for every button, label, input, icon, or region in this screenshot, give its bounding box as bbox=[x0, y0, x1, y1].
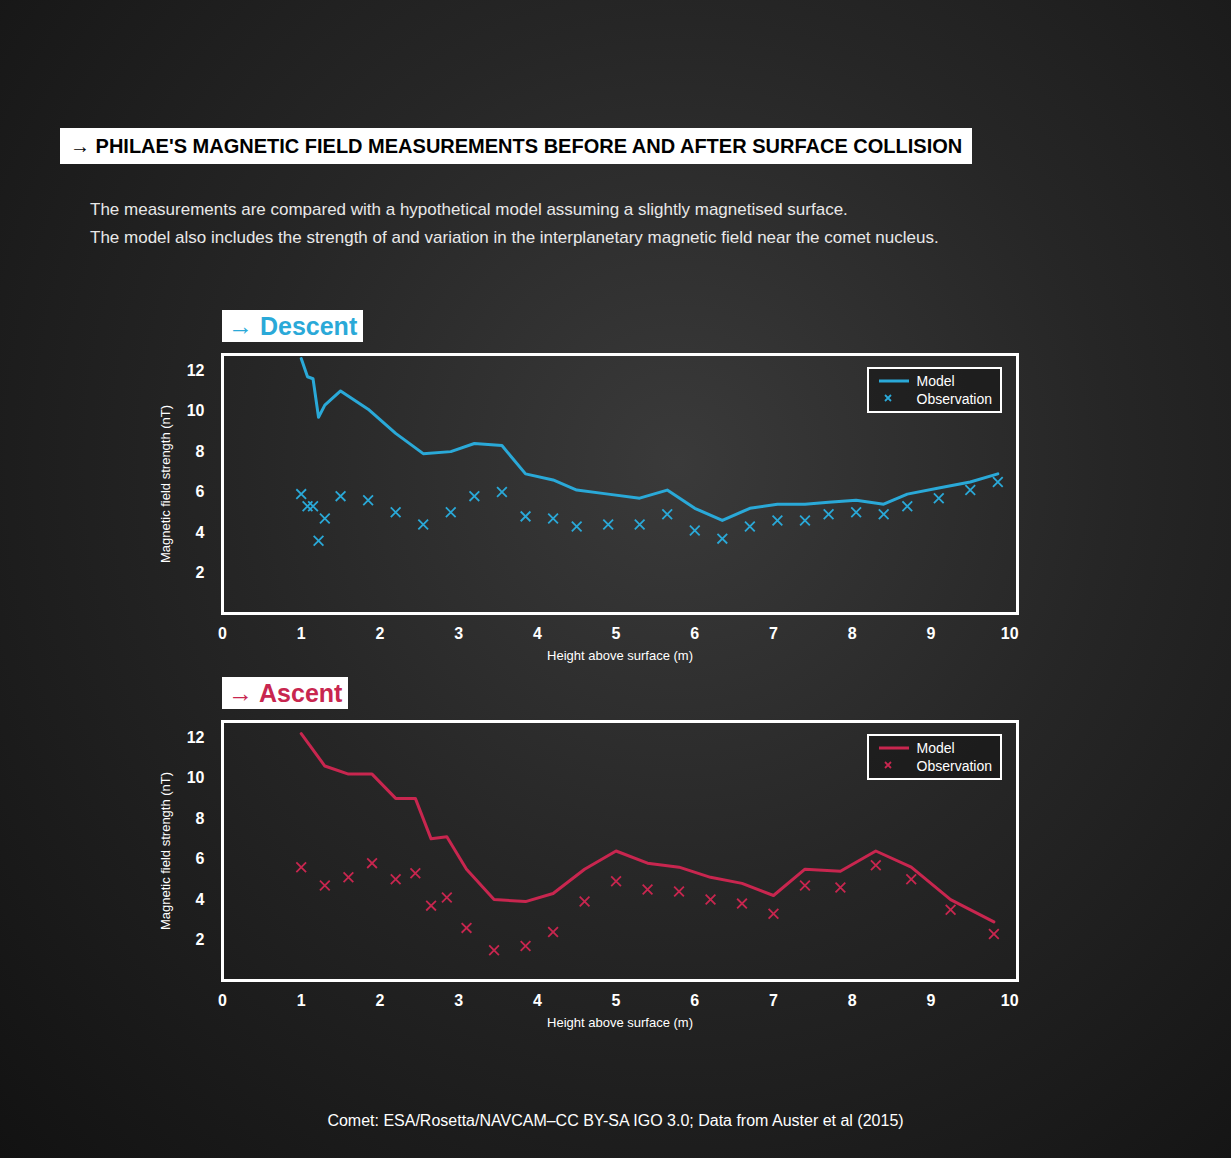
svg-text:4: 4 bbox=[533, 992, 542, 1009]
html-text:Model: Model bbox=[916, 373, 955, 389]
svg-text:3: 3 bbox=[454, 625, 463, 642]
html-text:Observation: Observation bbox=[916, 391, 992, 407]
svg-text:8: 8 bbox=[848, 625, 857, 642]
svg-text:12: 12 bbox=[187, 362, 205, 379]
svg-text:5: 5 bbox=[612, 992, 621, 1009]
svg-text:4: 4 bbox=[196, 524, 205, 541]
svg-text:1: 1 bbox=[297, 625, 306, 642]
svg-text:2: 2 bbox=[375, 625, 384, 642]
svg-text:0: 0 bbox=[218, 992, 227, 1009]
svg-text:Magnetic field strength (nT): Magnetic field strength (nT) bbox=[158, 772, 173, 930]
svg-text:10: 10 bbox=[187, 769, 205, 786]
html-text:→ PHILAE'S MAGNETIC FIELD MEAS: → PHILAE'S MAGNETIC FIELD MEASUREMENTS B… bbox=[70, 135, 963, 157]
svg-text:10: 10 bbox=[1001, 992, 1019, 1009]
svg-text:6: 6 bbox=[196, 483, 205, 500]
svg-text:Height above surface (m): Height above surface (m) bbox=[547, 648, 693, 663]
svg-text:8: 8 bbox=[196, 810, 205, 827]
html-text:Model: Model bbox=[916, 740, 955, 756]
svg-text:8: 8 bbox=[848, 992, 857, 1009]
svg-text:2: 2 bbox=[196, 931, 205, 948]
html-text:→ Descent: → Descent bbox=[228, 312, 358, 340]
svg-text:2: 2 bbox=[196, 564, 205, 581]
svg-text:10: 10 bbox=[187, 402, 205, 419]
svg-text:2: 2 bbox=[375, 992, 384, 1009]
html-text:Comet: ESA/Rosetta/NAVCAM–CC B: Comet: ESA/Rosetta/NAVCAM–CC BY-SA IGO 3… bbox=[327, 1112, 904, 1129]
svg-text:9: 9 bbox=[926, 992, 935, 1009]
svg-text:10: 10 bbox=[1001, 625, 1019, 642]
html-text:The measurements are compared: The measurements are compared with a hyp… bbox=[90, 200, 848, 219]
svg-text:9: 9 bbox=[926, 625, 935, 642]
svg-text:Height above surface (m): Height above surface (m) bbox=[547, 1015, 693, 1030]
html-text:The model also includes the st: The model also includes the strength of … bbox=[90, 228, 939, 247]
svg-text:3: 3 bbox=[454, 992, 463, 1009]
svg-text:8: 8 bbox=[196, 443, 205, 460]
svg-text:4: 4 bbox=[196, 891, 205, 908]
svg-text:6: 6 bbox=[690, 625, 699, 642]
svg-text:1: 1 bbox=[297, 992, 306, 1009]
svg-text:5: 5 bbox=[612, 625, 621, 642]
svg-text:4: 4 bbox=[533, 625, 542, 642]
svg-text:12: 12 bbox=[187, 729, 205, 746]
html-text:→ Ascent: → Ascent bbox=[228, 679, 343, 707]
svg-text:0: 0 bbox=[218, 625, 227, 642]
svg-text:7: 7 bbox=[769, 992, 778, 1009]
svg-text:7: 7 bbox=[769, 625, 778, 642]
svg-text:6: 6 bbox=[690, 992, 699, 1009]
svg-text:6: 6 bbox=[196, 850, 205, 867]
html-text:Observation: Observation bbox=[916, 758, 992, 774]
svg-text:Magnetic field strength (nT): Magnetic field strength (nT) bbox=[158, 405, 173, 563]
